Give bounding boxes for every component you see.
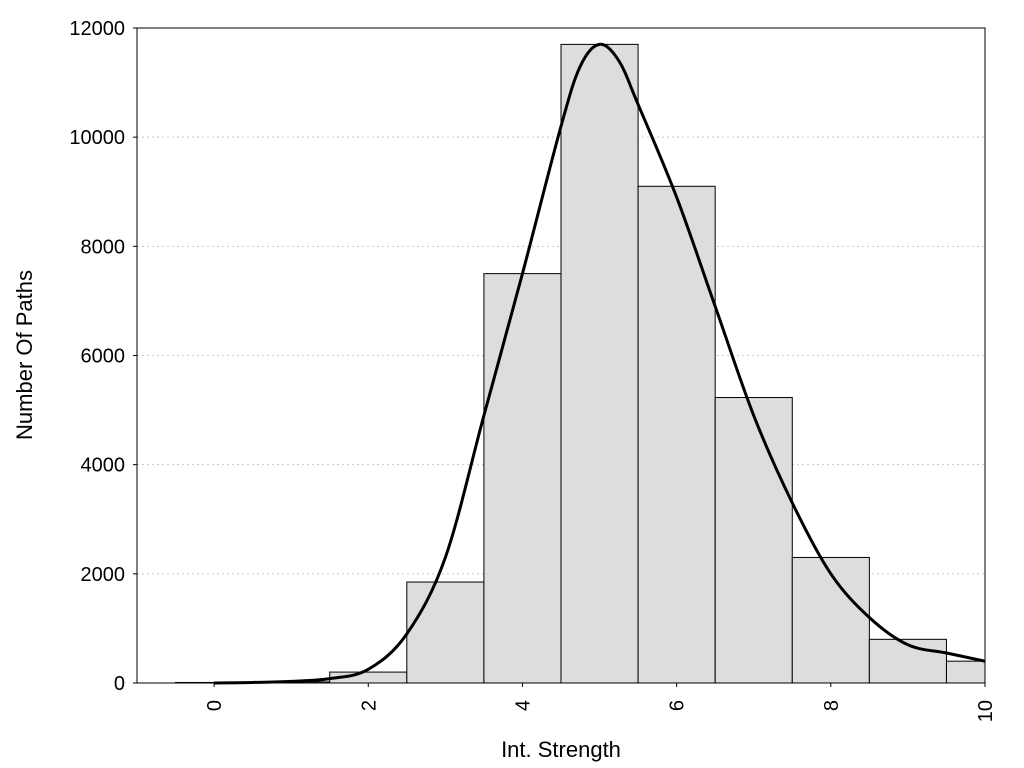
x-tick-label: 6 [667,700,689,711]
histogram-bar [560,43,639,684]
bars-layer [175,43,986,684]
x-tick-label: 8 [821,700,843,711]
y-tick-label: 0 [114,673,125,695]
histogram-bar [406,581,485,684]
y-tick-label: 8000 [81,236,126,258]
y-axis-title: Number Of Paths [12,270,37,440]
y-tick-label: 2000 [81,564,126,586]
histogram-bar [637,185,716,684]
density-curve [214,42,986,685]
x-axis-title: Int. Strength [501,737,621,762]
curve-layer [214,42,986,685]
y-tick-label: 10000 [69,127,125,149]
y-tick-label: 12000 [69,18,125,40]
x-tick-label: 0 [204,700,226,711]
histogram-bar [868,638,947,684]
histogram-bar [483,273,562,684]
histogram-bar [945,660,986,684]
x-tick-label: 2 [358,700,380,711]
histogram-bar [714,397,793,684]
y-tick-label: 6000 [81,346,126,368]
y-tick-label: 4000 [81,455,126,477]
ticks-layer: 0 2000 4000 6000 8000 10000 12000 0 2 4 6 8 10 [69,18,997,722]
x-tick-label: 4 [512,700,534,711]
x-tick-label: 10 [975,700,997,722]
